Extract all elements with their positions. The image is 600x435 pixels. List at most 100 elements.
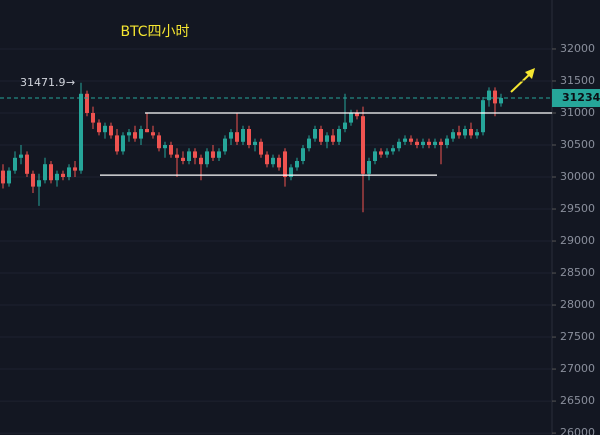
candle-body bbox=[439, 141, 443, 145]
y-tick-label: 28500 bbox=[560, 266, 595, 279]
y-tick-label: 30000 bbox=[560, 170, 595, 183]
candle-body bbox=[265, 154, 269, 165]
candle-body bbox=[31, 173, 35, 187]
candle-body bbox=[85, 93, 89, 113]
candle-body bbox=[13, 157, 17, 171]
candle-body bbox=[19, 154, 23, 158]
candle-body bbox=[421, 141, 425, 145]
max-price-arrow: → bbox=[66, 76, 75, 89]
candle-body bbox=[211, 151, 215, 158]
y-tick-label: 26500 bbox=[560, 394, 595, 407]
candle-body bbox=[139, 128, 143, 139]
candle-body bbox=[415, 141, 419, 145]
candle-body bbox=[145, 128, 149, 133]
candle-body bbox=[151, 132, 155, 136]
candle-body bbox=[385, 151, 389, 155]
candle-body bbox=[283, 151, 287, 178]
candle-body bbox=[475, 132, 479, 136]
candle-body bbox=[481, 100, 485, 133]
y-tick-label: 27500 bbox=[560, 330, 595, 343]
candle-body bbox=[157, 135, 161, 149]
candle-body bbox=[49, 164, 53, 181]
candle-body bbox=[487, 90, 491, 101]
candle-body bbox=[343, 122, 347, 129]
candle-body bbox=[205, 151, 209, 165]
candle-body bbox=[295, 161, 299, 168]
y-tick-label: 26000 bbox=[560, 426, 595, 435]
last-price-box bbox=[552, 89, 600, 108]
candle-body bbox=[217, 151, 221, 158]
candle-body bbox=[25, 154, 29, 174]
y-tick-label: 29000 bbox=[560, 234, 595, 247]
candle-body bbox=[355, 112, 359, 117]
last-price-label: 31234. bbox=[562, 91, 600, 104]
candle-body bbox=[403, 138, 407, 142]
candle-body bbox=[163, 145, 167, 149]
candle-body bbox=[325, 135, 329, 142]
y-tick-label: 31000 bbox=[560, 106, 595, 119]
chart-title: BTC四小时 bbox=[120, 24, 189, 40]
candle-body bbox=[259, 141, 263, 155]
y-tick-label: 31500 bbox=[560, 74, 595, 87]
candle-body bbox=[79, 93, 83, 171]
candle-body bbox=[241, 128, 245, 142]
candle-body bbox=[1, 170, 5, 184]
candle-body bbox=[457, 132, 461, 136]
candle-body bbox=[187, 151, 191, 162]
candle-body bbox=[61, 173, 65, 178]
y-tick-label: 30500 bbox=[560, 138, 595, 151]
candle-body bbox=[175, 154, 179, 158]
candle-body bbox=[469, 128, 473, 136]
candle-body bbox=[43, 164, 47, 181]
candle-body bbox=[223, 138, 227, 152]
candle-body bbox=[109, 125, 113, 136]
candle-body bbox=[133, 132, 137, 139]
candle-body bbox=[373, 151, 377, 162]
candle-body bbox=[493, 90, 497, 104]
candle-body bbox=[307, 138, 311, 149]
candle-body bbox=[7, 170, 11, 184]
candle-body bbox=[301, 148, 305, 162]
candle-body bbox=[361, 116, 365, 174]
y-tick-label: 32000 bbox=[560, 42, 595, 55]
candle-body bbox=[67, 167, 71, 178]
candle-body bbox=[73, 167, 77, 171]
candle-body bbox=[313, 128, 317, 139]
candle-body bbox=[451, 132, 455, 139]
candle-body bbox=[235, 132, 239, 142]
candle-body bbox=[337, 128, 341, 142]
candle-body bbox=[97, 122, 101, 133]
candle-body bbox=[289, 167, 293, 178]
candle-body bbox=[379, 151, 383, 155]
trend-arrow-head bbox=[525, 68, 535, 79]
candle-body bbox=[397, 141, 401, 149]
candle-body bbox=[181, 157, 185, 162]
candle-body bbox=[445, 138, 449, 145]
candle-body bbox=[433, 141, 437, 145]
candle-body bbox=[391, 148, 395, 152]
candle-body bbox=[409, 138, 413, 142]
candle-body bbox=[331, 135, 335, 142]
y-tick-label: 29500 bbox=[560, 202, 595, 215]
candle-body bbox=[277, 157, 281, 168]
candle-body bbox=[427, 141, 431, 145]
candle-body bbox=[247, 128, 251, 145]
candle-body bbox=[37, 180, 41, 187]
y-tick-label: 27000 bbox=[560, 362, 595, 375]
candle-body bbox=[199, 157, 203, 165]
candle-body bbox=[463, 128, 467, 136]
candle-body bbox=[367, 161, 371, 174]
candle-body bbox=[55, 173, 59, 181]
candle-body bbox=[499, 98, 503, 104]
candle-body bbox=[169, 145, 173, 155]
y-tick-label: 28000 bbox=[560, 298, 595, 311]
trend-arrow bbox=[510, 72, 532, 93]
candle-body bbox=[229, 132, 233, 139]
max-price-label: 31471.9 bbox=[20, 76, 66, 89]
candle-body bbox=[319, 128, 323, 142]
candle-body bbox=[103, 125, 107, 133]
candle-body bbox=[193, 151, 197, 158]
candle-body bbox=[91, 112, 95, 123]
